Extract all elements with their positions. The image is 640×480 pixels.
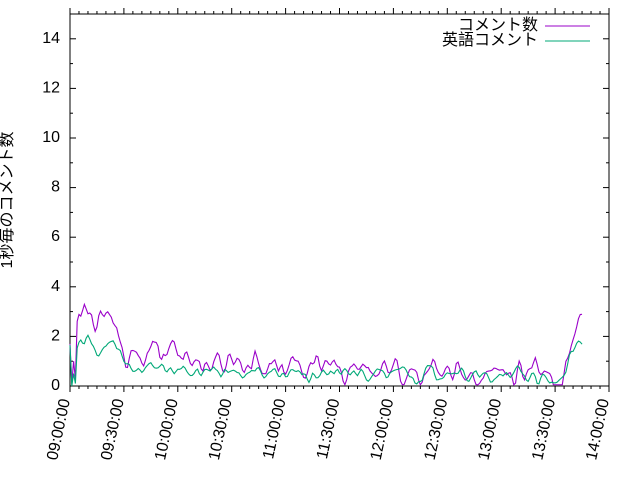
svg-text:14: 14 bbox=[42, 30, 60, 47]
svg-text:8: 8 bbox=[51, 179, 60, 196]
svg-text:2: 2 bbox=[51, 327, 60, 344]
svg-text:10: 10 bbox=[42, 129, 60, 146]
svg-text:4: 4 bbox=[51, 278, 60, 295]
svg-text:1秒毎のコメント数: 1秒毎のコメント数 bbox=[0, 132, 16, 269]
svg-text:6: 6 bbox=[51, 228, 60, 245]
svg-text:英語コメント: 英語コメント bbox=[442, 31, 538, 49]
svg-text:0: 0 bbox=[51, 377, 60, 394]
svg-text:12: 12 bbox=[42, 79, 60, 96]
